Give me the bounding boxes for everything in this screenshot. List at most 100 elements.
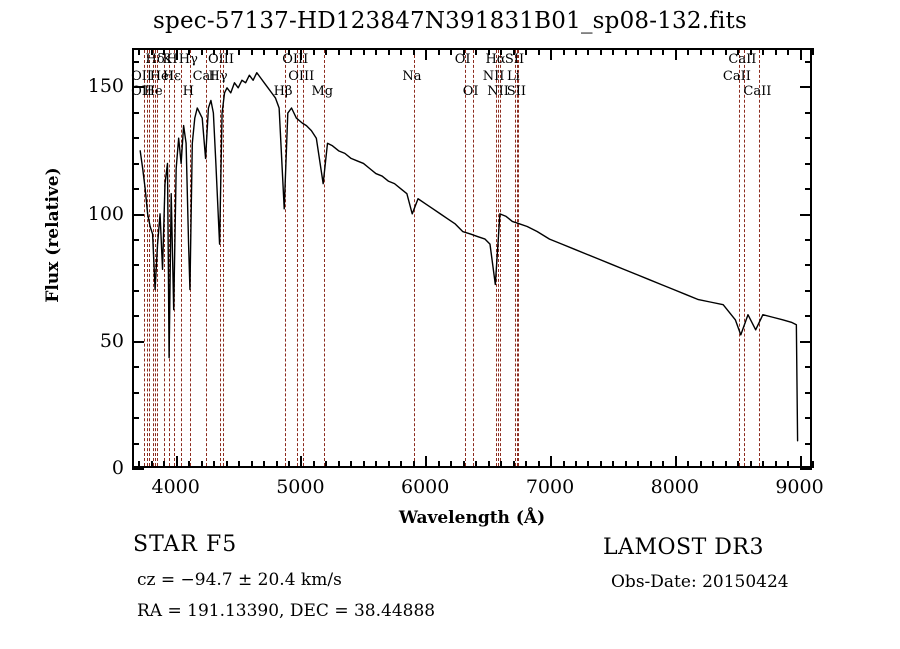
y-axis-tick	[132, 137, 139, 140]
x-axis-tick	[599, 48, 602, 55]
marker-line	[297, 50, 299, 466]
x-axis-tick	[275, 461, 278, 468]
y-tick-label: 0	[111, 457, 124, 479]
x-axis-tick	[400, 48, 403, 55]
y-axis-tick	[805, 137, 812, 140]
x-axis-tick	[462, 48, 465, 55]
marker-line	[464, 50, 466, 466]
x-axis-tick	[300, 48, 303, 60]
marker-line	[413, 50, 415, 466]
x-tick-label: 6000	[401, 476, 450, 498]
x-axis-tick	[525, 461, 527, 468]
x-axis-tick	[500, 461, 503, 468]
x-axis-tick	[799, 456, 802, 468]
y-axis-tick	[132, 238, 139, 241]
x-axis-tick	[649, 48, 652, 55]
x-axis-tick	[724, 461, 727, 468]
x-axis-tick	[387, 461, 390, 468]
x-axis-tick	[512, 48, 515, 55]
x-tick-label: 8000	[650, 476, 699, 498]
x-axis-tick	[387, 48, 390, 55]
x-axis-tick	[250, 48, 253, 55]
marker-line	[472, 50, 474, 466]
x-axis-tick	[163, 48, 166, 55]
y-axis-tick	[132, 442, 139, 445]
y-tick-label: 150	[87, 75, 124, 98]
spectral-line-label: CaI	[192, 69, 216, 84]
x-axis-tick	[787, 48, 789, 55]
x-axis-tick	[737, 461, 740, 468]
x-axis-tick	[562, 48, 565, 55]
spectral-line-label: Hα	[485, 52, 506, 67]
x-axis-tick	[263, 48, 265, 55]
y-axis-tick	[800, 213, 812, 216]
x-axis-tick	[337, 48, 340, 55]
x-axis-tick	[337, 461, 340, 468]
x-axis-tick	[550, 456, 552, 468]
x-axis-tick	[150, 461, 153, 468]
x-axis-tick	[225, 48, 228, 55]
x-axis-tick	[350, 461, 353, 468]
spectral-line-label: OI	[454, 52, 471, 67]
survey-name-text: LAMOST DR3	[603, 535, 764, 560]
x-axis-tick	[787, 461, 789, 468]
x-axis-tick	[612, 461, 615, 468]
x-axis-tick	[238, 48, 241, 55]
spectral-line-label: OIII	[207, 52, 235, 67]
x-axis-tick	[487, 461, 490, 468]
x-axis-tick	[288, 48, 290, 55]
x-axis-tick	[375, 461, 378, 468]
x-axis-tick	[200, 48, 203, 55]
x-axis-tick	[812, 461, 814, 468]
marker-line	[143, 50, 145, 466]
x-axis-tick	[325, 48, 328, 55]
x-axis-tick	[537, 48, 540, 55]
x-axis-tick	[662, 48, 665, 55]
x-axis-tick	[687, 461, 690, 468]
spectral-line-label: K	[162, 52, 173, 67]
marker-line	[759, 50, 761, 466]
x-axis-tick	[799, 48, 802, 60]
spectral-line-label: Mg	[311, 84, 334, 99]
y-axis-tick	[132, 366, 139, 369]
x-axis-tick	[749, 48, 752, 55]
spectral-line-label: CaII	[728, 52, 757, 67]
x-axis-tick	[400, 461, 403, 468]
marker-line	[220, 50, 222, 466]
spectral-line-label: OIII	[282, 52, 309, 67]
plot-area	[134, 50, 810, 466]
x-axis-tick	[163, 461, 166, 468]
x-axis-tick	[325, 461, 328, 468]
marker-line	[744, 50, 746, 466]
x-axis-tick	[462, 461, 465, 468]
spectral-line-label: SII	[506, 84, 526, 99]
spectral-line-label: CaII	[743, 84, 772, 99]
spectral-line-label: CaII	[722, 69, 751, 84]
x-axis-tick	[412, 48, 415, 55]
x-axis-tick	[550, 48, 552, 60]
y-axis-tick	[132, 111, 139, 114]
x-axis-tick	[138, 48, 141, 55]
spectral-line-label: Na	[402, 69, 422, 84]
x-axis-tick	[263, 461, 265, 468]
x-axis-tick	[350, 48, 353, 55]
y-axis-tick	[805, 111, 812, 114]
marker-line	[497, 50, 499, 466]
y-axis-tick	[132, 391, 139, 394]
y-axis-tick	[805, 162, 812, 165]
marker-line	[738, 50, 740, 466]
page-title: spec-57137-HD123847N391831B01_sp08-132.f…	[153, 8, 747, 34]
marker-line	[285, 50, 287, 466]
y-tick-label: 100	[87, 202, 124, 225]
x-axis-tick	[637, 48, 640, 55]
x-tick-label: 7000	[525, 476, 575, 498]
spectral-line-label: Hδ	[145, 52, 165, 67]
x-tick-label: 5000	[276, 476, 325, 498]
marker-line	[163, 50, 165, 466]
marker-line	[303, 50, 305, 466]
x-axis-tick	[175, 456, 178, 468]
spectral-line-label: NII	[487, 84, 509, 99]
spectral-line-label: HeI	[149, 69, 174, 84]
x-axis-tick	[412, 461, 415, 468]
x-axis-tick	[624, 461, 627, 468]
